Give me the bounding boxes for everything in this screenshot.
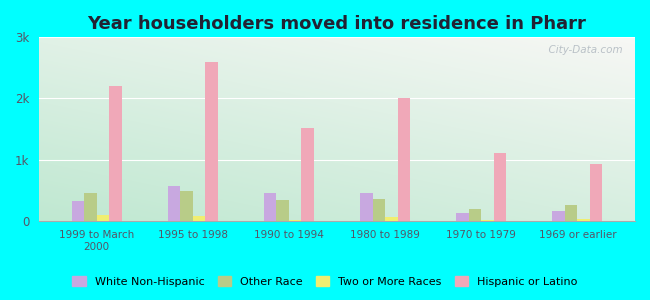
Bar <box>168 186 181 221</box>
Legend: White Non-Hispanic, Other Race, Two or More Races, Hispanic or Latino: White Non-Hispanic, Other Race, Two or M… <box>68 272 582 291</box>
Bar <box>469 209 481 221</box>
Bar <box>398 98 410 221</box>
Bar <box>385 217 398 221</box>
Bar <box>481 220 494 221</box>
Bar <box>577 219 590 221</box>
Bar <box>590 164 603 221</box>
Bar <box>360 193 372 221</box>
Bar <box>193 216 205 221</box>
Text: City-Data.com: City-Data.com <box>543 45 623 55</box>
Bar <box>97 215 109 221</box>
Bar <box>205 62 218 221</box>
Bar <box>372 199 385 221</box>
Bar <box>565 205 577 221</box>
Bar <box>494 154 506 221</box>
Bar <box>109 86 122 221</box>
Bar <box>72 200 84 221</box>
Bar <box>276 200 289 221</box>
Bar <box>181 191 193 221</box>
Title: Year householders moved into residence in Pharr: Year householders moved into residence i… <box>88 15 586 33</box>
Bar <box>264 193 276 221</box>
Bar <box>552 211 565 221</box>
Bar <box>289 220 302 221</box>
Bar <box>84 193 97 221</box>
Bar <box>456 213 469 221</box>
Bar <box>302 128 314 221</box>
